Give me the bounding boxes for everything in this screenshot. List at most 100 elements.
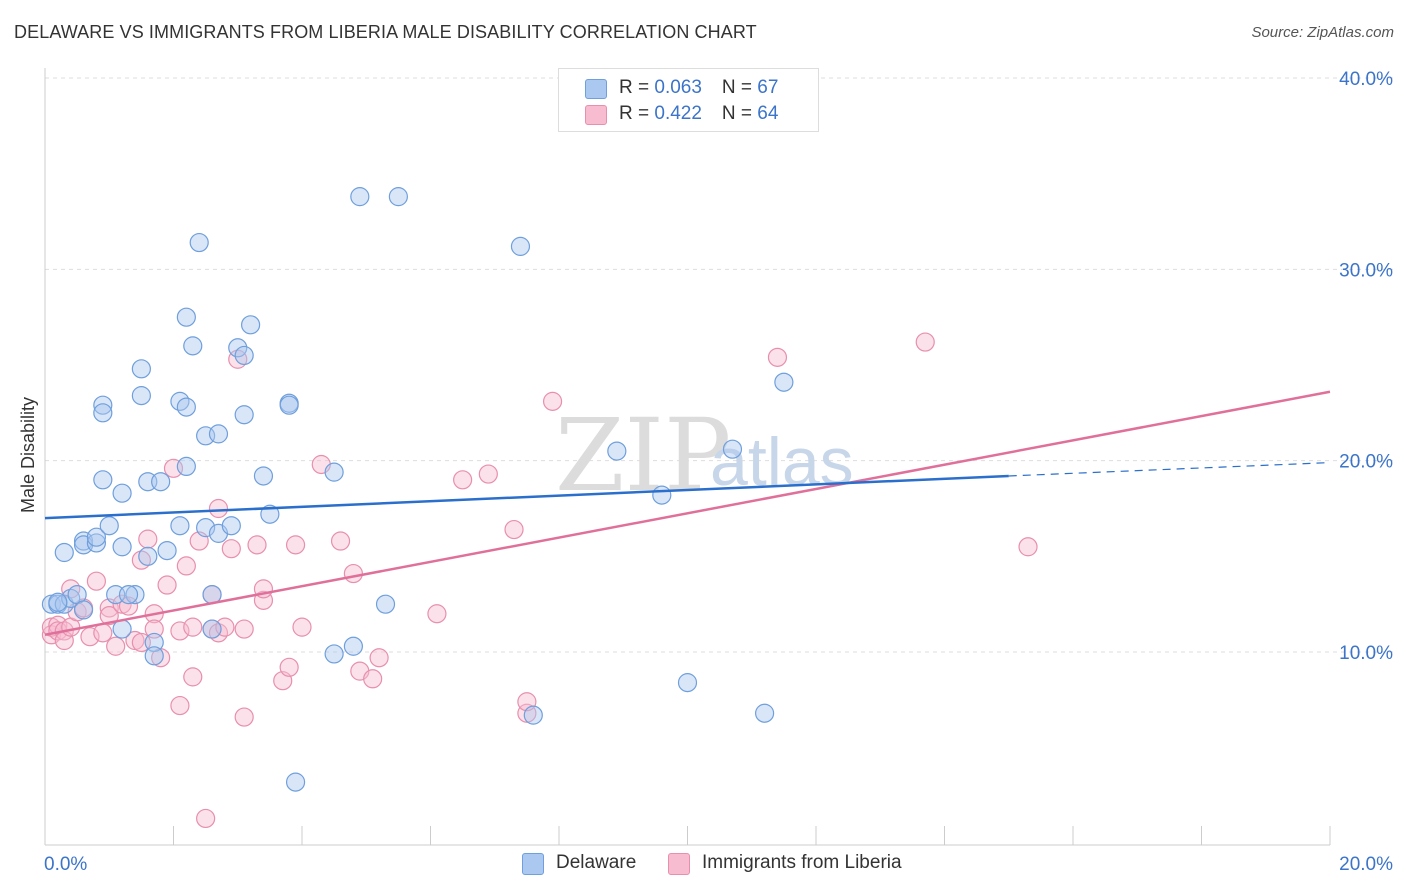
delaware-point <box>157 540 177 561</box>
watermark-zip: ZIP <box>555 397 731 514</box>
y-tick-label: 40.0% <box>1339 69 1393 90</box>
y-tick-label: 20.0% <box>1339 452 1393 473</box>
delaware-trend-extension <box>1008 461 1331 477</box>
liberia-point <box>279 657 299 677</box>
r-label: R = <box>619 77 655 98</box>
r-value: 0.063 <box>654 77 702 98</box>
chart-title: DELAWARE VS IMMIGRANTS FROM LIBERIA MALE… <box>14 22 757 42</box>
liberia-point <box>208 498 229 519</box>
delaware-point <box>228 338 248 358</box>
liberia-point <box>144 619 164 639</box>
liberia-point <box>93 623 113 643</box>
delaware-point <box>112 537 132 557</box>
delaware-point <box>260 504 280 524</box>
liberia-point <box>542 391 563 411</box>
n-value: 64 <box>757 103 779 124</box>
delaware-point <box>234 345 254 366</box>
liberia-point <box>99 606 119 626</box>
liberia-point <box>183 617 203 637</box>
delaware-point <box>125 584 145 605</box>
delaware-points <box>41 187 794 792</box>
r-label: R = <box>619 103 655 124</box>
liberia-point <box>343 563 363 584</box>
delaware-swatch <box>522 853 544 875</box>
x-tick-label: 0.0% <box>44 854 87 875</box>
liberia-point <box>285 535 306 555</box>
bottom-legend-delaware-label: Delaware <box>556 852 637 873</box>
correlation-legend: R = 0.063 N = 67 R = 0.422 N = 64 <box>558 68 819 132</box>
delaware-point <box>677 673 698 693</box>
liberia-point <box>106 636 126 656</box>
source-label: Source: ZipAtlas.com <box>1251 24 1394 41</box>
delaware-point <box>86 533 107 553</box>
delaware-point <box>279 395 299 415</box>
n-label: N = <box>721 77 758 98</box>
liberia-point <box>170 621 190 641</box>
delaware-swatch <box>585 79 607 99</box>
liberia-point <box>453 470 473 490</box>
delaware-point <box>118 584 139 605</box>
delaware-point <box>324 644 344 664</box>
liberia-point <box>292 617 312 637</box>
delaware-point <box>350 187 370 207</box>
delaware-point <box>176 307 196 327</box>
liberia-point <box>196 808 216 829</box>
liberia-point <box>369 648 389 668</box>
delaware-point <box>93 395 113 415</box>
delaware-point <box>253 466 274 486</box>
liberia-swatch <box>585 105 607 125</box>
liberia-point <box>157 575 177 595</box>
delaware-point <box>176 456 196 477</box>
liberia-swatch <box>668 853 690 875</box>
liberia-point <box>234 619 254 639</box>
delaware-point <box>183 336 203 356</box>
liberia-trend-line <box>44 390 1331 637</box>
liberia-point <box>1018 537 1038 557</box>
watermark: ZIP atlas <box>555 397 854 514</box>
delaware-point <box>144 646 164 666</box>
liberia-point <box>504 519 524 540</box>
delaware-point <box>54 542 74 563</box>
liberia-point <box>234 707 254 727</box>
liberia-point <box>86 571 107 591</box>
liberia-point <box>80 627 100 647</box>
y-axis-title: Male Disability <box>18 397 38 513</box>
delaware-point <box>343 636 363 656</box>
liberia-point <box>253 590 274 610</box>
liberia-points <box>41 332 1038 829</box>
delaware-point <box>112 619 132 639</box>
legend-liberia-text: R = 0.422 N = 64 <box>619 103 778 125</box>
delaware-point <box>131 359 151 379</box>
liberia-point <box>221 539 241 559</box>
liberia-point <box>427 604 447 624</box>
delaware-point <box>202 619 222 639</box>
delaware-point <box>131 386 151 406</box>
delaware-point <box>234 405 254 425</box>
delaware-point <box>523 705 543 725</box>
delaware-point <box>86 527 107 547</box>
delaware-point <box>510 236 531 256</box>
delaware-point <box>73 600 94 620</box>
n-label: N = <box>721 103 758 124</box>
delaware-point <box>285 772 306 792</box>
n-value: 67 <box>757 77 779 98</box>
r-value: 0.422 <box>654 103 702 124</box>
trend-lines <box>44 390 1331 637</box>
liberia-point <box>176 556 196 576</box>
bottom-legend-liberia-label: Immigrants from Liberia <box>702 852 902 873</box>
delaware-point <box>774 372 794 392</box>
legend-delaware-text: R = 0.063 N = 67 <box>619 77 778 99</box>
y-tick-label: 30.0% <box>1339 260 1393 281</box>
y-tick-labels: 10.0% 20.0% 30.0% 40.0% <box>1339 69 1393 664</box>
liberia-point <box>363 669 383 689</box>
x-tick-labels: 0.0% 20.0% <box>44 854 1393 875</box>
delaware-point <box>176 397 196 417</box>
delaware-point <box>722 439 743 459</box>
liberia-point <box>170 695 190 716</box>
delaware-point <box>170 516 190 536</box>
delaware-point <box>112 483 132 503</box>
liberia-point <box>247 535 267 555</box>
delaware-trend-line <box>44 474 1009 520</box>
delaware-point <box>138 546 158 566</box>
